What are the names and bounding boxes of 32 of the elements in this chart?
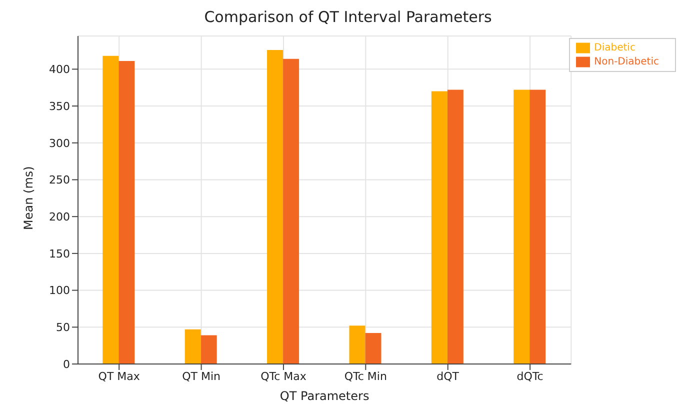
- bar: [118, 61, 135, 364]
- bar: [184, 329, 201, 364]
- y-tick-label: 400: [49, 63, 70, 76]
- bar: [200, 335, 217, 364]
- bar: [349, 326, 366, 364]
- y-tick-label: 200: [49, 210, 70, 224]
- x-tick-label: QT Max: [98, 370, 140, 383]
- y-tick-label: 350: [49, 100, 70, 113]
- bar: [267, 50, 284, 364]
- chart-title: Comparison of QT Interval Parameters: [203, 8, 493, 28]
- y-tick-label: 150: [49, 247, 70, 260]
- bar: [283, 58, 300, 364]
- bar: [365, 333, 382, 364]
- bar: [514, 90, 530, 364]
- y-tick-label: 250: [49, 174, 70, 187]
- legend-label: Non-Diabetic: [594, 56, 659, 68]
- y-tick-label: 300: [49, 136, 70, 150]
- x-axis-title: QT Parameters: [280, 389, 370, 403]
- y-tick-label: 0: [63, 358, 70, 371]
- bar: [447, 90, 464, 364]
- bar: [530, 90, 546, 364]
- x-tick-label: dQTc: [516, 370, 544, 383]
- x-tick-label: QTc Max: [260, 370, 307, 383]
- x-tick-label: QTc Min: [344, 370, 387, 383]
- y-tick-label: 50: [56, 321, 70, 334]
- y-axis-title: Mean (ms): [21, 166, 36, 230]
- bar: [431, 91, 448, 364]
- bar: [102, 56, 119, 364]
- x-tick-label: dQT: [436, 370, 460, 383]
- legend-label: Diabetic: [594, 42, 636, 54]
- y-tick-label: 100: [49, 284, 70, 298]
- x-tick-label: QT Min: [182, 370, 221, 383]
